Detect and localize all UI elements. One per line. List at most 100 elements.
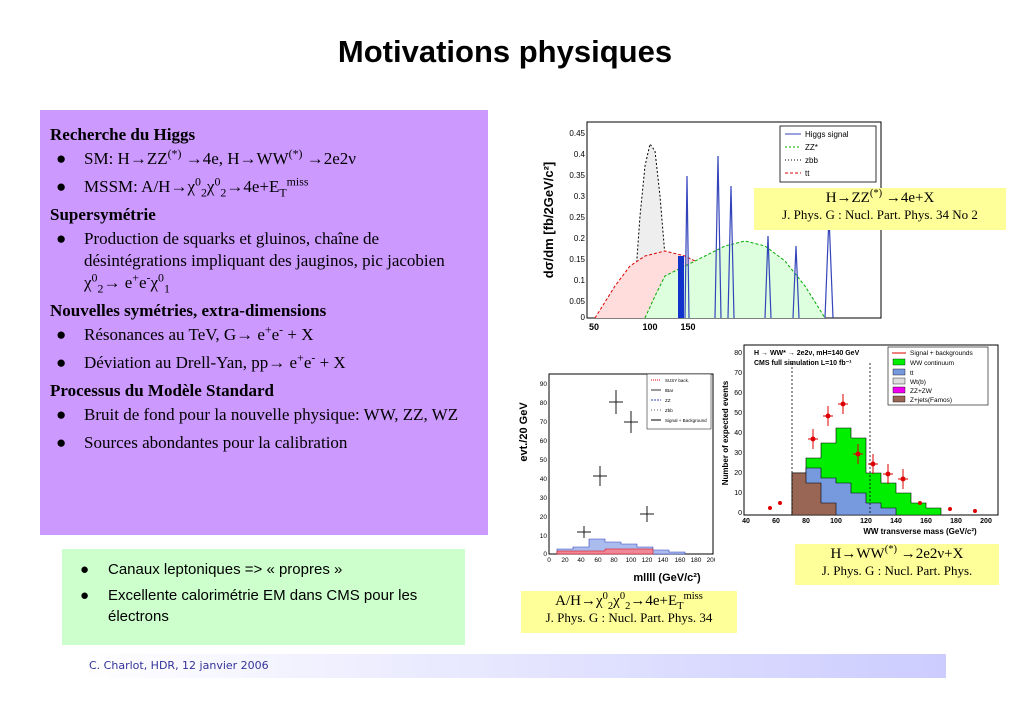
plot1-ytick: 0.25 <box>569 213 585 222</box>
bullet-icon: ● <box>56 433 67 452</box>
plot2-xtick: 60 <box>772 518 780 525</box>
plot1-ytick: 0.4 <box>574 150 586 159</box>
plot3-xtick: 80 <box>610 557 618 564</box>
plot1-legend-entry: Higgs signal <box>805 130 849 139</box>
plot3-ytick: 10 <box>540 533 548 540</box>
list-item: ● Excellente calorimétrie EM dans CMS pou… <box>80 587 418 625</box>
plot3-ytick: 0 <box>543 551 547 558</box>
plot2-legend-entry: ZZ+ZW <box>910 388 933 395</box>
bullet-icon: ● <box>56 149 67 168</box>
plot-neutralino-4e: evt./20 GeV 90 80 70 60 50 40 30 20 10 0… <box>518 373 715 584</box>
caption-reference: J. Phys. G : Nucl. Part. Phys. <box>821 563 973 578</box>
list-item: ● Résonances au TeV, G→ e+e- + X <box>56 322 314 344</box>
plot3-ytick: 30 <box>540 495 548 502</box>
plot2-header: CMS full simulation L=10 fb⁻¹ <box>754 360 852 367</box>
list-item: ● MSSM: A/H→χ02χ02→4e+ETmiss <box>56 174 309 200</box>
plot2-xtick: 160 <box>920 518 932 525</box>
bullet-icon: ● <box>56 405 67 424</box>
plot2-ytick: 40 <box>734 430 742 437</box>
footer-text: C. Charlot, HDR, 12 janvier 2006 <box>89 659 269 672</box>
plot3-legend-entry: Zbb <box>665 408 673 413</box>
plot3-ytick: 80 <box>540 400 548 407</box>
plot2-xtick: 200 <box>980 518 992 525</box>
caption-reference: J. Phys. G : Nucl. Part. Phys. 34 No 2 <box>782 207 978 222</box>
plot3-ytick: 70 <box>540 419 548 426</box>
plot2-ytick: 60 <box>734 390 742 397</box>
section-head-standard-model: Processus du Modèle Standard <box>50 381 275 400</box>
plot1-ytick: 0.1 <box>574 276 586 285</box>
plot3-xlabel: mllll (GeV/c²) <box>633 572 701 584</box>
plot2-xtick: 140 <box>890 518 902 525</box>
plot3-xtick: 60 <box>594 557 602 564</box>
plot1-ytick: 0.45 <box>569 129 585 138</box>
plot1-ylabel: dσ/dm [fb/2GeV/c²] <box>541 162 556 279</box>
plot2-legend-entry: Z+jets(Famos) <box>910 397 952 404</box>
plot2-header: H → WW* → 2e2ν, mH=140 GeV <box>754 350 860 357</box>
plot1-ytick: 0.05 <box>569 297 585 306</box>
plot3-xtick: 20 <box>561 557 569 564</box>
plot3-xtick: 200 <box>707 557 715 564</box>
plot1-ytick: 0.3 <box>574 192 586 201</box>
bullet-icon: ● <box>80 587 90 604</box>
bullet-icon: ● <box>56 325 67 344</box>
plot-ww-2e2nu: Number of expected events H → WW* → 2e2ν… <box>721 344 999 536</box>
caption-main: H→WW(*) →2e2ν+X <box>830 544 964 562</box>
section-head-susy: Supersymétrie <box>50 205 156 224</box>
list-item: ● Canaux leptoniques => « propres » <box>80 561 343 578</box>
section-head-higgs: Recherche du Higgs <box>50 125 196 144</box>
plot3-xtick: 0 <box>547 557 551 564</box>
plot2-legend-entry: WW continuum <box>910 360 954 367</box>
section-head-new-symmetries: Nouvelles symétries, extra-dimensions <box>50 301 327 320</box>
footer-bar <box>80 654 946 678</box>
plot1-legend-entry: zbb <box>805 156 818 165</box>
plot3-xtick: 120 <box>642 557 653 564</box>
plot2-xlabel: WW transverse mass (GeV/c²) <box>863 527 977 536</box>
plot1-legend-entry: tt <box>805 169 810 178</box>
plot3-xtick: 40 <box>577 557 585 564</box>
plot1-legend-entry: ZZ* <box>805 143 818 152</box>
curve-higgs <box>684 155 834 319</box>
plot2-xtick: 120 <box>860 518 872 525</box>
plot2-legend-entry: tt <box>910 370 914 377</box>
plot3-legend-entry: tBar <box>665 388 674 393</box>
plot1-xtick: 100 <box>642 322 657 332</box>
plot2-ytick: 50 <box>734 410 742 417</box>
plot3-legend-entry: SUSY back. <box>665 378 689 383</box>
plot3-xtick: 140 <box>658 557 669 564</box>
plot3-xtick: 160 <box>675 557 686 564</box>
list-item: ● SM: H→ZZ(*) →4e, H→WW(*) →2e2ν <box>56 146 356 168</box>
plot1-ytick: 0.15 <box>569 255 585 264</box>
plot3-ytick: 90 <box>540 381 548 388</box>
higgs-peak <box>678 256 684 318</box>
plot2-ytick: 0 <box>738 510 742 517</box>
plot1-ytick: 0 <box>581 313 586 322</box>
page-title: Motivations physiques <box>337 34 673 69</box>
bullet-icon: ● <box>56 229 67 248</box>
plot2-ytick: 80 <box>734 350 742 357</box>
plot2-ytick: 70 <box>734 370 742 377</box>
plot2-xtick: 180 <box>950 518 962 525</box>
plot3-ytick: 40 <box>540 476 548 483</box>
bullet-icon: ● <box>56 353 67 372</box>
hist-zjets <box>791 472 837 516</box>
plot3-ytick: 50 <box>540 457 548 464</box>
plot3-xtick: 100 <box>626 557 637 564</box>
plot1-ytick: 0.35 <box>569 171 585 180</box>
list-item: ● Déviation au Drell-Yan, pp→ e+e- + X <box>56 350 346 372</box>
plot2-legend-entry: Wt(b) <box>910 379 926 386</box>
plot1-xtick: 50 <box>589 322 599 332</box>
caption-reference: J. Phys. G : Nucl. Part. Phys. 34 <box>545 610 713 625</box>
caption-main: A/H→χ02χ02→4e+ETmiss <box>555 591 703 612</box>
plot1-xtick: 150 <box>680 322 695 332</box>
plot3-ylabel: evt./20 GeV <box>518 402 530 462</box>
plot2-xtick: 100 <box>830 518 842 525</box>
plot3-legend-entry: ZZ <box>665 398 671 403</box>
list-item: ● Production de squarks et gluinos, chaîn… <box>56 229 445 296</box>
plot2-xtick: 80 <box>802 518 810 525</box>
plot3-ytick: 20 <box>540 514 548 521</box>
caption-main: H→ZZ(*) →4e+X <box>825 188 935 206</box>
plot2-legend-entry: Signal + backgrounds <box>910 350 973 357</box>
curve-zz <box>644 240 826 319</box>
bullet-icon: ● <box>80 561 90 578</box>
physics-motivations-box: Recherche du Higgs ● SM: H→ZZ(*) →4e, H→W… <box>40 110 488 535</box>
